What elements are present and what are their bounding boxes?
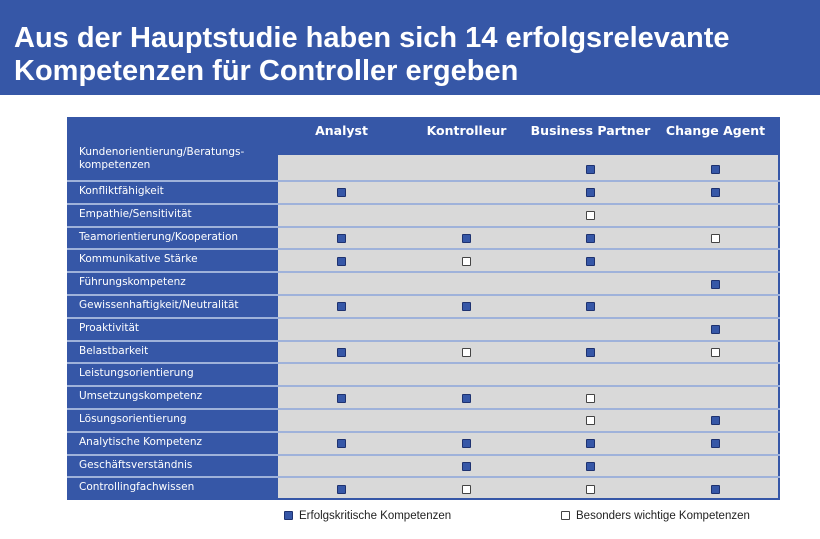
row-divider — [67, 476, 780, 479]
column-header: Change Agent — [665, 123, 766, 138]
filled-square-icon — [586, 256, 595, 266]
row-divider — [67, 316, 780, 319]
filled-square-icon — [711, 416, 720, 426]
legend-filled-label: Erfolgskritische Kompetenzen — [299, 510, 452, 522]
filled-square-icon — [586, 439, 595, 449]
filled-square-icon — [337, 484, 346, 494]
row-label: Kundenorientierung/Beratungs-kompetenzen — [79, 146, 245, 171]
open-square-icon — [711, 347, 720, 357]
row-label: Umsetzungskompetenz — [79, 390, 203, 403]
legend-filled: Erfolgskritische Kompetenzen — [284, 510, 451, 522]
table-row: Belastbarkeit — [67, 339, 780, 363]
table-row: Teamorientierung/Kooperation — [67, 225, 780, 249]
table-row: Führungskompetenz — [67, 271, 780, 294]
filled-square-icon — [462, 233, 471, 243]
open-square-icon — [586, 393, 595, 403]
row-divider — [67, 430, 780, 433]
filled-square-icon — [711, 325, 720, 335]
filled-square-icon — [337, 188, 346, 198]
open-square-icon — [586, 484, 595, 494]
row-divider — [67, 202, 780, 205]
row-label: Konfliktfähigkeit — [79, 185, 164, 197]
filled-square-icon — [337, 302, 346, 312]
filled-square-icon — [711, 164, 720, 174]
row-divider — [67, 271, 780, 274]
row-divider — [67, 408, 780, 410]
row-label: Proaktivität — [79, 321, 140, 334]
open-square-icon — [561, 511, 570, 520]
filled-square-icon — [586, 302, 595, 312]
column-header: Analyst — [315, 123, 368, 138]
legend-open: Besonders wichtige Kompetenzen — [561, 510, 750, 522]
open-square-icon — [462, 347, 471, 357]
slide-title: Aus der Hauptstudie haben sich 14 erfolg… — [14, 22, 730, 87]
row-divider — [67, 385, 780, 388]
table-row: Umsetzungskompetenz — [67, 385, 780, 408]
table-row: Leistungsorientierung — [67, 362, 780, 385]
table-row: Proaktivität — [67, 316, 780, 340]
table-row: Lösungsorientierung — [67, 408, 780, 431]
filled-square-icon — [462, 302, 471, 312]
filled-square-icon — [711, 439, 720, 449]
filled-square-icon — [711, 279, 720, 289]
open-square-icon — [586, 416, 595, 426]
open-square-icon — [711, 233, 720, 243]
row-divider — [67, 339, 780, 342]
filled-square-icon — [586, 461, 595, 471]
filled-square-icon — [586, 188, 595, 198]
open-square-icon — [462, 484, 471, 494]
filled-square-icon — [586, 347, 595, 357]
row-divider — [67, 180, 780, 182]
row-label: Führungskompetenz — [79, 276, 186, 289]
row-label: Leistungsorientierung — [79, 367, 194, 380]
row-divider — [67, 294, 780, 296]
filled-square-icon — [462, 393, 471, 403]
filled-square-icon — [337, 439, 346, 449]
filled-square-icon — [337, 256, 346, 266]
title-bar: Aus der Hauptstudie haben sich 14 erfolg… — [0, 0, 820, 95]
filled-square-icon — [337, 233, 346, 243]
row-divider — [67, 453, 780, 456]
table-row: Geschäftsverständnis — [67, 453, 780, 477]
table-row: Kommunikative Stärke — [67, 248, 780, 271]
column-header: Business Partner — [530, 123, 651, 138]
filled-square-icon — [337, 347, 346, 357]
competency-table: Analyst Kontrolleur Business Partner Change… — [67, 117, 780, 500]
table-row: Konfliktfähigkeit — [67, 180, 780, 203]
table-row: Gewissenhaftigkeit/Neutralität — [67, 294, 780, 317]
filled-square-icon — [337, 393, 346, 403]
filled-square-icon — [711, 484, 720, 494]
table-row: Analytische Kompetenz — [67, 430, 780, 454]
filled-square-icon — [586, 233, 595, 243]
filled-square-icon — [711, 188, 720, 198]
row-label: Gewissenhaftigkeit/Neutralität — [79, 299, 239, 311]
table-row: Controllingfachwissen — [67, 476, 780, 499]
column-header: Kontrolleur — [426, 123, 507, 138]
legend-open-label: Besonders wichtige Kompetenzen — [576, 510, 750, 522]
row-label: Belastbarkeit — [79, 344, 149, 357]
row-divider — [67, 248, 780, 251]
filled-square-icon — [586, 164, 595, 174]
filled-square-icon — [462, 461, 471, 471]
filled-square-icon — [284, 511, 293, 520]
row-label: Controllingfachwissen — [79, 481, 195, 494]
table-row: Kundenorientierung/Beratungs-kompetenzen — [67, 146, 780, 180]
row-label: Analytische Kompetenz — [79, 435, 203, 448]
row-label: Empathie/Sensitivität — [79, 207, 192, 220]
open-square-icon — [586, 211, 595, 221]
table-body-background — [278, 155, 778, 498]
filled-square-icon — [462, 439, 471, 449]
row-label: Geschäftsverständnis — [79, 458, 193, 471]
row-divider — [67, 362, 780, 365]
open-square-icon — [462, 256, 471, 266]
row-label: Teamorientierung/Kooperation — [79, 230, 239, 243]
table-row: Empathie/Sensitivität — [67, 202, 780, 226]
row-label: Kommunikative Stärke — [79, 253, 198, 266]
row-divider — [67, 225, 780, 228]
row-label: Lösungsorientierung — [79, 413, 187, 425]
